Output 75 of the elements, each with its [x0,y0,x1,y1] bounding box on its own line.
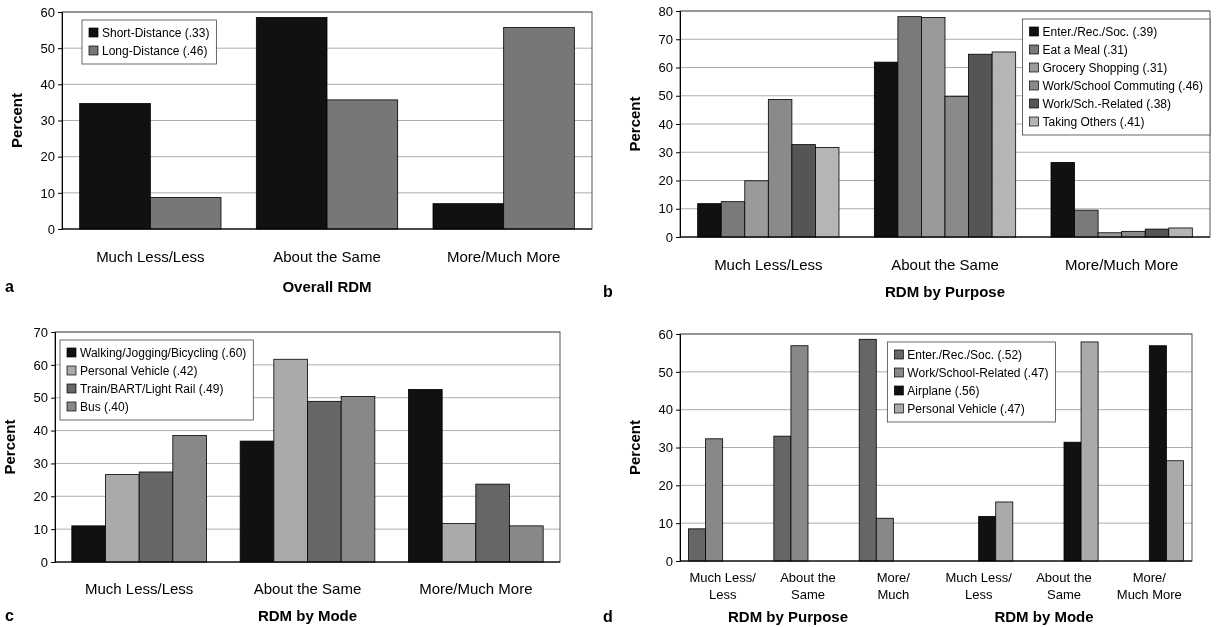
x-tick-label: About the Same [891,256,999,273]
y-tick-label: 60 [40,4,55,20]
legend-label: Grocery Shopping (.31) [1042,61,1168,75]
y-tick-label: 10 [658,515,673,531]
x-tick-label: About the Same [1036,570,1092,602]
y-tick-label: 30 [658,440,673,456]
y-tick-label: 30 [40,113,55,129]
x-axis-title: Overall RDM [282,278,372,295]
y-tick-label: 50 [33,390,48,406]
x-axis-title: RDM by Mode [257,607,358,624]
text: d [603,608,613,625]
x-tick-label: Much Less/Less [945,570,1013,602]
x-tick-label: More/Much More [446,248,561,265]
legend-label: Enter./Rec./Soc. (.52) [907,348,1023,362]
x-tick-label: Much Less/Less [84,580,194,597]
y-tick-label: 60 [658,60,673,76]
y-tick-label: 20 [658,173,673,189]
y-tick-label: 40 [40,76,55,92]
x-tick-label: More/Much More [419,580,533,597]
legend-label: Airplane (.56) [907,384,980,398]
text: c [5,607,14,624]
legend-label: Train/BART/Light Rail (.49) [80,382,224,396]
x-tick-label: Much Less/Less [714,256,823,273]
legend-label: Short-Distance (.33) [102,26,210,40]
y-tick-label: 70 [658,31,673,47]
x-tick-label: More/Much More [1116,570,1182,602]
legend-label: Work/Sch.-Related (.38) [1042,97,1171,111]
y-tick-label: 10 [40,185,55,201]
y-axis-title: Percent [8,92,25,149]
legend-label: Walking/Jogging/Bicycling (.60) [80,346,247,360]
text: b [603,283,613,300]
y-tick-label: 0 [665,229,673,245]
x-tick-label: More/Much [876,570,911,602]
y-tick-label: 10 [658,201,673,217]
y-tick-label: 0 [47,221,55,237]
y-tick-label: 20 [40,149,55,165]
legend-label: Personal Vehicle (.42) [80,364,198,378]
y-tick-label: 60 [658,326,673,342]
x-axis-title: RDM by Purpose [884,283,1006,300]
legend-label: Eat a Meal (.31) [1042,43,1128,57]
y-tick-label: 30 [33,456,48,472]
y-tick-label: 20 [658,477,673,493]
y-tick-label: 20 [33,488,48,504]
y-tick-label: 30 [658,144,673,160]
x-tick-label: About the Same [273,248,381,265]
x-tick-label: Much Less/Less [96,248,205,265]
legend-label: Taking Others (.41) [1042,115,1145,129]
y-tick-label: 10 [33,521,48,537]
y-tick-label: 40 [658,402,673,418]
y-tick-label: 70 [33,324,48,340]
y-tick-label: 40 [33,423,48,439]
y-tick-label: 50 [40,40,55,56]
y-tick-label: 50 [658,364,673,380]
legend-label: Personal Vehicle (.47) [907,402,1025,416]
legend-label: Enter./Rec./Soc. (.39) [1042,25,1158,39]
legend-label: Work/School Commuting (.46) [1042,79,1203,93]
y-tick-label: 50 [658,88,673,104]
y-axis-title: Percent [626,96,643,152]
text: RDM by Mode [994,608,1094,625]
x-tick-label: About the Same [253,580,362,597]
y-tick-label: 0 [40,554,48,570]
y-axis-title: Percent [1,419,18,475]
text: RDM by Purpose [727,608,849,625]
y-tick-label: 60 [33,357,48,373]
legend-label: Long-Distance (.46) [102,44,208,58]
y-tick-label: 80 [658,3,673,19]
x-tick-label: Much Less/Less [689,570,757,602]
legend-label: Bus (.40) [80,400,129,414]
y-tick-label: 40 [658,116,673,132]
y-axis-title: Percent [626,419,643,476]
legend-label: Work/School-Related (.47) [907,366,1049,380]
x-tick-label: More/Much More [1064,256,1179,273]
y-tick-label: 0 [665,553,673,569]
text: a [5,278,14,295]
x-tick-label: About the Same [780,570,836,602]
